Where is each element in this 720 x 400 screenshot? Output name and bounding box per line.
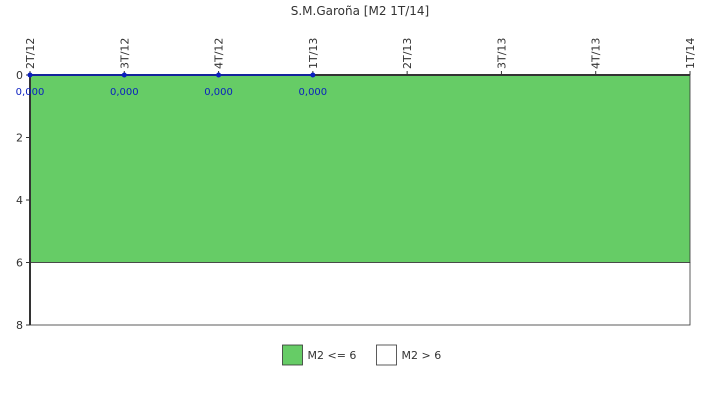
data-point [27,72,33,78]
legend-swatch [282,344,303,366]
x-tick-label: 1T/13 [307,38,320,69]
data-label: 0,000 [204,87,233,98]
series-layer: 0,000 0,000 0,000 0,000 [16,72,328,98]
data-point [310,72,316,78]
data-point [121,72,127,78]
x-tick-label: 4T/12 [213,38,226,69]
x-tick-label: 3T/13 [495,38,508,69]
y-tick-label: 0 [16,69,23,82]
legend-swatch [376,344,397,366]
bands-layer [29,74,691,326]
legend-label: M2 <= 6 [308,349,357,362]
band-0 [29,74,691,263]
y-tick-label: 4 [16,194,23,207]
legend: M2 <= 6 M2 > 6 [282,344,442,366]
chart-title: S.M.Garoña [M2 1T/14] [291,4,429,18]
data-point [216,72,222,78]
data-label: 0,000 [299,87,328,98]
data-label: 0,000 [16,87,45,98]
band-1 [29,262,691,326]
x-tick-label: 1T/14 [684,38,697,69]
x-tick-label: 3T/12 [118,38,131,69]
y-tick-label: 6 [16,257,23,270]
data-label: 0,000 [110,87,139,98]
y-tick-label: 8 [16,319,23,332]
x-ticks-layer: 2T/12 3T/12 4T/12 1T/13 2T/13 3T/13 4T/13 1T/14 [24,38,697,75]
y-tick-label: 2 [16,132,23,145]
x-tick-label: 2T/13 [401,38,414,69]
x-tick-label: 4T/13 [590,38,603,69]
x-tick-label: 2T/12 [24,38,37,69]
legend-label: M2 > 6 [402,349,442,362]
y-ticks-layer: 0 2 4 6 8 [16,69,30,332]
